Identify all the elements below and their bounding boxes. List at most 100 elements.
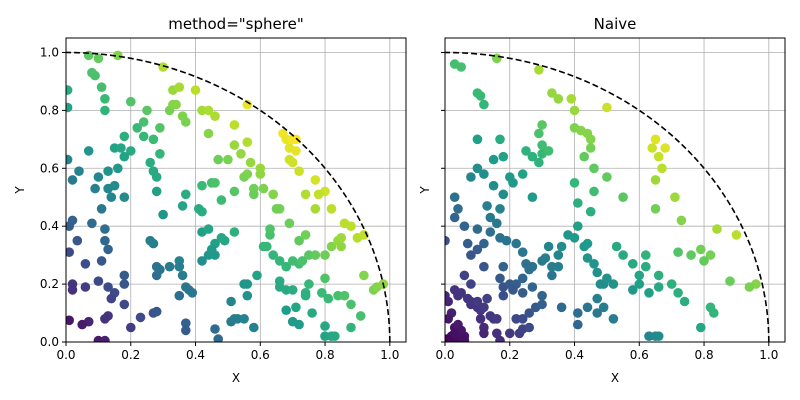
scatter-point: [106, 293, 117, 304]
scatter-point: [485, 227, 496, 237]
scatter-point: [608, 314, 619, 324]
scatter-point: [100, 335, 110, 342]
scatter-point: [151, 172, 162, 182]
x-tick-label: 0.4: [186, 348, 205, 362]
scatter-point: [138, 131, 149, 142]
scatter-point: [177, 111, 188, 121]
scatter-point: [93, 172, 104, 182]
x-tick-label: 0.0: [435, 348, 454, 362]
scatter-point: [307, 308, 317, 318]
scatter-point: [634, 279, 645, 289]
scatter-point: [573, 221, 583, 231]
scatter-point: [585, 134, 596, 145]
scatter-point: [67, 175, 78, 185]
scatter-point: [566, 94, 577, 104]
scatter-point: [462, 238, 473, 249]
x-tick-label: 0.6: [630, 348, 649, 362]
scatter-point: [517, 169, 528, 179]
scatter-point: [459, 270, 470, 281]
scatter-point: [93, 276, 104, 287]
scatter-point: [294, 235, 304, 246]
scatter-point: [77, 319, 87, 330]
scatter-point: [206, 244, 217, 255]
scatter-point: [242, 290, 253, 301]
scatter-point: [113, 163, 123, 174]
scatter-point: [174, 82, 185, 92]
scatter-point: [336, 233, 347, 243]
scatter-point: [219, 235, 230, 246]
scatter-point: [138, 117, 149, 127]
scatter-point: [569, 105, 580, 116]
scatter-point: [72, 235, 83, 246]
scatter-point: [618, 250, 628, 260]
scatter-point: [573, 198, 583, 208]
scatter-point: [673, 288, 683, 298]
scatter-point: [355, 311, 366, 321]
scatter-point: [589, 186, 599, 197]
axes-frame: [444, 37, 786, 343]
scatter-point: [197, 256, 207, 266]
scatter-point: [537, 299, 547, 310]
scatter-point: [453, 204, 463, 214]
scatter-point: [495, 335, 505, 342]
scatter-point: [602, 102, 612, 113]
scatter-point: [517, 314, 528, 324]
scatter-point: [686, 250, 696, 260]
scatter-point: [472, 296, 483, 307]
scatter-point: [508, 178, 518, 188]
y-axis-label: Y: [13, 186, 27, 195]
scatter-point: [492, 314, 502, 324]
scatter-point: [553, 94, 564, 104]
scatter-point: [181, 318, 191, 329]
scatter-point: [585, 206, 596, 217]
y-tick-label: 0.8: [40, 103, 59, 117]
scatter-point: [475, 91, 486, 101]
scatter-point: [66, 102, 73, 113]
scatter-point: [252, 270, 262, 281]
scatter-panel-naive: 0.0 0.2 0.4 0.6 0.8 1.0 Naive X Y: [418, 15, 786, 385]
scatter-point: [262, 241, 272, 252]
scatter-point: [482, 293, 492, 304]
scatter-point: [265, 224, 275, 234]
scatter-point: [608, 279, 619, 289]
scatter-point: [543, 146, 554, 156]
y-tick-label: 0.2: [40, 277, 59, 291]
scatter-point: [492, 328, 502, 339]
scatter-point: [100, 224, 110, 234]
scatter-point: [66, 315, 74, 326]
scatter-point: [517, 247, 528, 257]
scatter-point: [537, 140, 547, 150]
scatter-point: [731, 230, 742, 240]
chart-title: Naive: [594, 15, 637, 33]
scatter-point: [66, 247, 74, 257]
scatter-point: [573, 308, 583, 318]
scatter-point: [511, 238, 521, 249]
scatter-point: [126, 322, 136, 333]
scatter-point: [66, 85, 73, 95]
scatter-point: [294, 166, 304, 176]
scatter-point: [304, 279, 314, 289]
scatter-point: [93, 53, 104, 64]
scatter-point: [116, 143, 126, 153]
scatter-point: [103, 166, 113, 176]
scatter-point: [177, 270, 188, 281]
scatter-point: [479, 99, 489, 110]
y-tick-label: 1.0: [40, 45, 59, 59]
scatter-point: [449, 192, 460, 202]
scatter-point: [527, 192, 538, 202]
scatter-point: [181, 325, 191, 336]
scatter-point: [90, 70, 100, 81]
scatter-point: [653, 270, 664, 281]
scatter-point: [74, 166, 84, 176]
scatter-point: [589, 163, 599, 174]
scatter-point: [696, 244, 706, 255]
scatter-points: [66, 50, 389, 342]
scatter-point: [330, 331, 340, 342]
scatter-point: [213, 154, 223, 165]
scatter-point: [459, 221, 470, 231]
scatter-point: [320, 250, 330, 260]
scatter-point: [287, 285, 298, 295]
scatter-point: [80, 282, 91, 292]
scatter-point: [310, 175, 321, 185]
y-tick-label: 0.6: [40, 161, 59, 175]
